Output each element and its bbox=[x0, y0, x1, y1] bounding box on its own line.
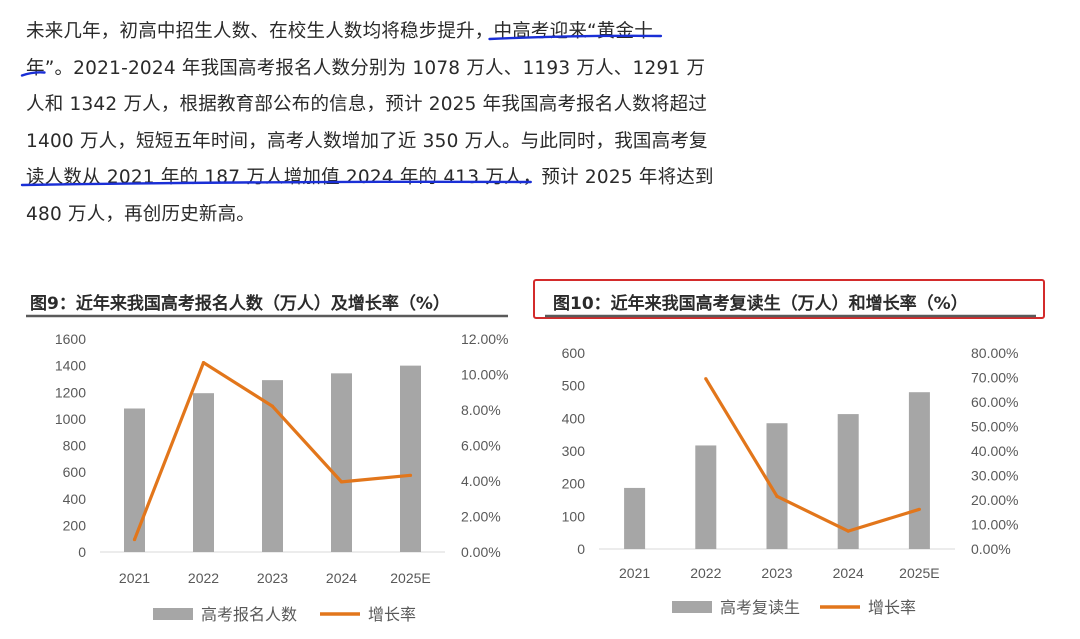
legend-bar-swatch bbox=[153, 608, 193, 620]
y-axis-tick-label: 1000 bbox=[55, 411, 86, 427]
y2-axis-tick-label: 2.00% bbox=[461, 509, 501, 525]
chart1-title: 图9：近年来我国高考报名人数（万人）及增长率（%） bbox=[30, 294, 450, 314]
bar bbox=[193, 393, 214, 552]
paragraph-text: 人和 1342 万人，根据教育部公布的信息，预计 2025 年我国高考报名人数将… bbox=[26, 94, 708, 115]
y2-axis-tick-label: 40.00% bbox=[971, 443, 1018, 459]
paragraph-text: 未来几年，初高中招生人数、在校生人数均将稳步提升， bbox=[26, 21, 494, 42]
growth-rate-point bbox=[775, 494, 779, 498]
bar bbox=[400, 365, 421, 552]
y2-axis-tick-label: 6.00% bbox=[461, 438, 501, 454]
x-axis-tick-label: 2023 bbox=[257, 570, 288, 586]
y-axis-tick-label: 1200 bbox=[55, 384, 86, 400]
bar bbox=[695, 445, 717, 549]
x-axis-tick-label: 2021 bbox=[619, 565, 650, 581]
y-axis-tick-label: 600 bbox=[562, 345, 586, 361]
y2-axis-tick-label: 10.00% bbox=[461, 367, 508, 383]
bar bbox=[908, 392, 930, 549]
growth-rate-point bbox=[408, 473, 413, 477]
x-axis-tick-label: 2025E bbox=[899, 565, 939, 581]
bar bbox=[262, 380, 283, 552]
growth-rate-point bbox=[339, 480, 344, 484]
x-axis-tick-label: 2022 bbox=[690, 565, 721, 581]
x-axis-tick-label: 2025E bbox=[390, 570, 430, 586]
y-axis-tick-label: 300 bbox=[562, 443, 586, 459]
y-axis-tick-label: 800 bbox=[63, 438, 87, 454]
y2-axis-tick-label: 20.00% bbox=[971, 492, 1018, 508]
y-axis-tick-label: 600 bbox=[63, 464, 87, 480]
y2-axis-tick-label: 30.00% bbox=[971, 468, 1018, 484]
paragraph-line: 1400 万人，短短五年时间，高考人数增加了近 350 万人。与此同时，我国高考… bbox=[26, 124, 726, 161]
chart2-title-highlight-box bbox=[533, 279, 1045, 319]
x-axis-tick-label: 2024 bbox=[326, 570, 357, 586]
y-axis-tick-label: 500 bbox=[562, 378, 586, 394]
legend-bar-label: 高考复读生 bbox=[720, 598, 800, 617]
y2-axis-tick-label: 10.00% bbox=[971, 517, 1018, 533]
x-axis-tick-label: 2023 bbox=[761, 565, 792, 581]
bar bbox=[837, 414, 859, 549]
x-axis-tick-label: 2024 bbox=[833, 565, 864, 581]
y2-axis-tick-label: 0.00% bbox=[461, 544, 501, 560]
y-axis-tick-label: 0 bbox=[577, 541, 585, 557]
growth-rate-line bbox=[704, 377, 920, 533]
y-axis-tick-label: 200 bbox=[562, 476, 586, 492]
growth-rate-point bbox=[704, 377, 708, 381]
y2-axis-tick-label: 12.00% bbox=[461, 331, 508, 347]
y2-axis-tick-label: 70.00% bbox=[971, 370, 1018, 386]
y2-axis-tick-label: 8.00% bbox=[461, 402, 501, 418]
paragraph-line: 人和 1342 万人，根据教育部公布的信息，预计 2025 年我国高考报名人数将… bbox=[26, 87, 726, 124]
y2-axis-tick-label: 0.00% bbox=[971, 541, 1011, 557]
y-axis-tick-label: 200 bbox=[63, 517, 87, 533]
paragraph-text: 480 万人，再创历史新高。 bbox=[26, 203, 255, 225]
legend-bar-label: 高考报名人数 bbox=[201, 605, 297, 624]
y-axis-tick-label: 400 bbox=[562, 410, 586, 426]
growth-rate-point bbox=[917, 507, 922, 511]
growth-rate-point bbox=[270, 404, 275, 408]
y2-axis-tick-label: 80.00% bbox=[971, 345, 1018, 361]
bar bbox=[331, 373, 352, 552]
legend-bar-swatch bbox=[672, 601, 712, 613]
paragraph-line: 480 万人，再创历史新高。 bbox=[26, 197, 726, 234]
y-axis-tick-label: 0 bbox=[78, 544, 86, 560]
paragraph-text: ，预计 2025 年将达到 bbox=[522, 167, 714, 188]
bar bbox=[124, 408, 145, 552]
chart2-title: 图10：近年来我国高考复读生（万人）和增长率（%） bbox=[553, 294, 968, 314]
y-axis-tick-label: 400 bbox=[63, 491, 87, 507]
x-axis-tick-label: 2021 bbox=[119, 570, 150, 586]
y2-axis-tick-label: 4.00% bbox=[461, 473, 501, 489]
bar bbox=[624, 487, 646, 549]
y-axis-tick-label: 1400 bbox=[55, 358, 86, 374]
y-axis-tick-label: 100 bbox=[562, 508, 586, 524]
paragraph-text: 。2021-2024 年我国高考报名人数分别为 1078 万人、1193 万人、… bbox=[54, 57, 706, 79]
y2-axis-tick-label: 50.00% bbox=[971, 419, 1018, 435]
growth-rate-point bbox=[201, 361, 206, 365]
growth-rate-point bbox=[132, 537, 137, 542]
bar bbox=[766, 423, 788, 549]
y-axis-tick-label: 1600 bbox=[55, 331, 86, 347]
growth-rate-point bbox=[846, 529, 850, 533]
legend-line-label: 增长率 bbox=[368, 605, 416, 624]
y2-axis-tick-label: 60.00% bbox=[971, 394, 1018, 410]
x-axis-tick-label: 2022 bbox=[188, 570, 219, 586]
paragraph-text: 1400 万人，短短五年时间，高考人数增加了近 350 万人。与此同时，我国高考… bbox=[26, 130, 708, 152]
legend-line-label: 增长率 bbox=[868, 598, 916, 617]
